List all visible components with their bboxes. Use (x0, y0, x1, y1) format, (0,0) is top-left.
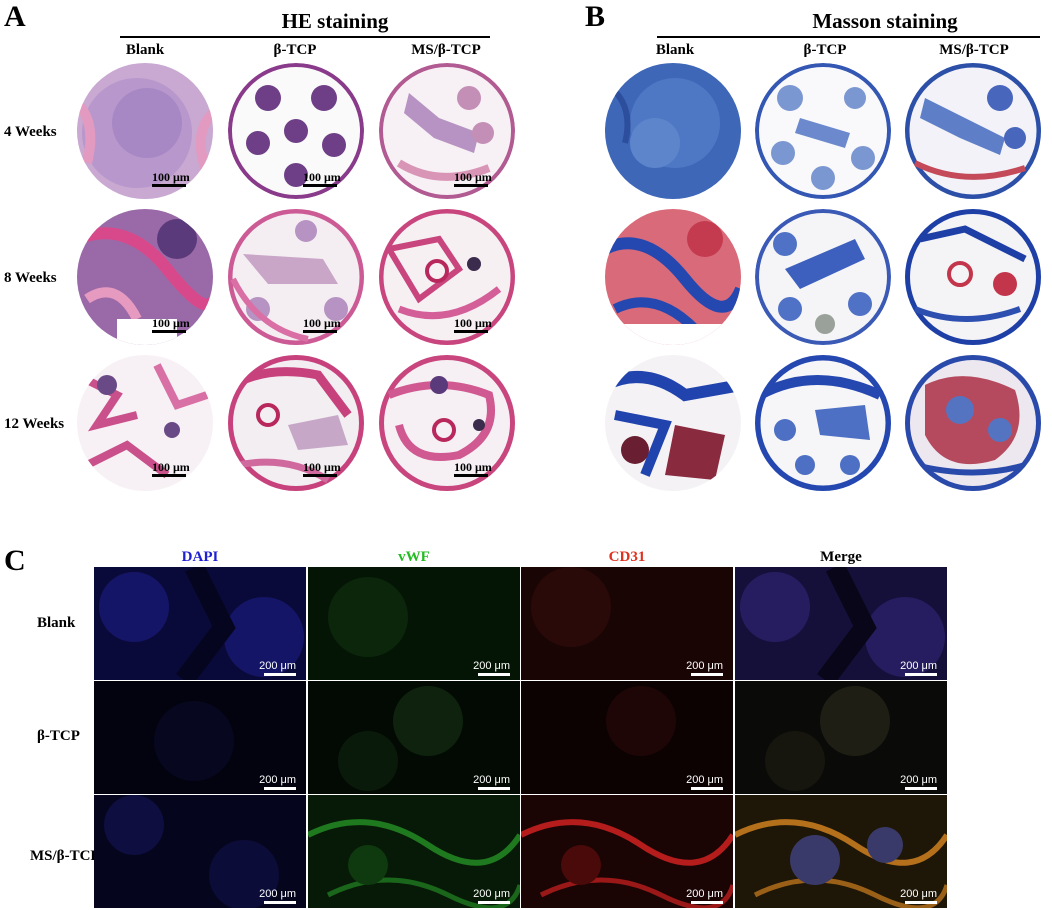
he-ms-tcp-4w-image (379, 63, 515, 199)
panel-a-col-ms-tcp: MS/β-TCP (411, 42, 481, 58)
scale-bar-a-4: 100 μm (152, 317, 190, 333)
if-cd31-tcp-image: 200 μm (521, 681, 733, 794)
masson-ms-tcp-8w-image (905, 209, 1041, 345)
panel-a-row-8w: 8 Weeks (4, 270, 57, 286)
panel-c-col-cd31: CD31 (608, 549, 646, 565)
if-merge-ms-tcp-image: 200 μm (735, 795, 947, 908)
masson-blank-12w-image (605, 355, 741, 491)
scale-bar-c-8: 200 μm (900, 774, 937, 790)
if-dapi-ms-tcp-image: 200 μm (94, 795, 306, 908)
scale-bar-c-4: 200 μm (900, 660, 937, 676)
scale-bar-a-6: 100 μm (454, 317, 492, 333)
scale-bar-a-8: 100 μm (303, 461, 341, 477)
scale-bar-c-9: 200 μm (259, 888, 296, 904)
if-vwf-ms-tcp-image: 200 μm (308, 795, 520, 908)
scale-bar-c-1: 200 μm (259, 660, 296, 676)
he-blank-4w-image (77, 63, 213, 199)
masson-blank-8w-image (605, 209, 741, 345)
panel-c-col-vwf: vWF (398, 549, 430, 565)
panel-b-rule (657, 36, 1040, 38)
panel-a-col-blank: Blank (125, 42, 165, 58)
panel-c-row-ms-tcp: MS/β-TCP (30, 848, 100, 864)
masson-ms-tcp-12w-image (905, 355, 1041, 491)
scale-bar-a-2: 100 μm (303, 171, 341, 187)
panel-a-letter: A (4, 0, 26, 33)
he-ms-tcp-8w-image (379, 209, 515, 345)
he-blank-12w-image (77, 355, 213, 491)
panel-c-col-merge: Merge (820, 549, 862, 565)
if-vwf-blank-image: 200 μm (308, 567, 520, 680)
panel-a-row-4w: 4 Weeks (4, 124, 57, 140)
panel-c-letter: C (4, 544, 26, 577)
scale-bar-a-1: 100 μm (152, 171, 190, 187)
if-dapi-tcp-image: 200 μm (94, 681, 306, 794)
he-blank-8w-image (77, 209, 213, 345)
scale-bar-c-5: 200 μm (259, 774, 296, 790)
he-ms-tcp-12w-image (379, 355, 515, 491)
panel-b-col-tcp: β-TCP (803, 42, 847, 58)
scale-bar-c-7: 200 μm (686, 774, 723, 790)
if-cd31-ms-tcp-image: 200 μm (521, 795, 733, 908)
he-tcp-8w-image (228, 209, 364, 345)
panel-a-rule (120, 36, 490, 38)
if-cd31-blank-image: 200 μm (521, 567, 733, 680)
panel-b-col-blank: Blank (655, 42, 695, 58)
panel-c-row-blank: Blank (37, 615, 76, 631)
scale-bar-c-10: 200 μm (473, 888, 510, 904)
scale-bar-a-9: 100 μm (454, 461, 492, 477)
panel-b-letter: B (585, 0, 606, 33)
panel-b-title: Masson staining (812, 9, 958, 33)
panel-a-row-12w: 12 Weeks (4, 416, 65, 432)
if-merge-tcp-image: 200 μm (735, 681, 947, 794)
scale-bar-a-7: 100 μm (152, 461, 190, 477)
he-tcp-12w-image (228, 355, 364, 491)
scale-bar-c-2: 200 μm (473, 660, 510, 676)
panel-a-title: HE staining (281, 9, 389, 33)
scale-bar-c-6: 200 μm (473, 774, 510, 790)
masson-blank-4w-image (605, 63, 741, 199)
scale-bar-a-3: 100 μm (454, 171, 492, 187)
panel-b-col-ms-tcp: MS/β-TCP (939, 42, 1009, 58)
masson-tcp-4w-image (755, 63, 891, 199)
if-merge-blank-image: 200 μm (735, 567, 947, 680)
panel-a-col-tcp: β-TCP (273, 42, 317, 58)
if-vwf-tcp-image: 200 μm (308, 681, 520, 794)
if-dapi-blank-image: 200 μm (94, 567, 306, 680)
scale-bar-a-5: 100 μm (303, 317, 341, 333)
he-tcp-4w-image (228, 63, 364, 199)
masson-tcp-8w-image (755, 209, 891, 345)
scale-bar-c-11: 200 μm (686, 888, 723, 904)
panel-c-col-dapi: DAPI (181, 549, 219, 565)
scale-bar-c-3: 200 μm (686, 660, 723, 676)
panel-c-row-tcp: β-TCP (37, 728, 80, 744)
masson-ms-tcp-4w-image (905, 63, 1041, 199)
masson-tcp-12w-image (755, 355, 891, 491)
scale-bar-c-12: 200 μm (900, 888, 937, 904)
